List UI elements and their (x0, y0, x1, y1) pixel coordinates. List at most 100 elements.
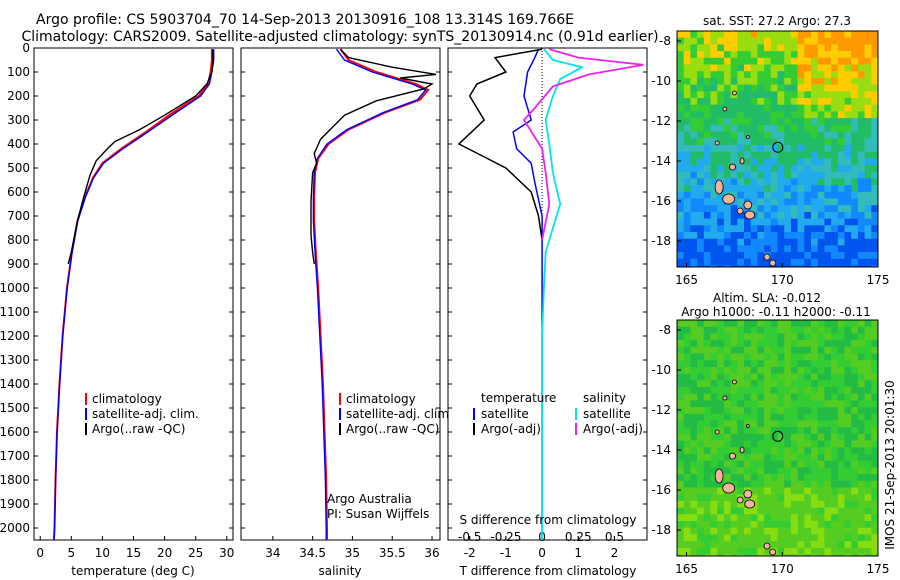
map-cell (723, 541, 731, 549)
island-shape (744, 499, 756, 509)
map-cell (764, 64, 772, 72)
map-cell (811, 353, 818, 361)
map-cell (804, 211, 812, 219)
map-cell (837, 131, 845, 139)
map-cell (777, 252, 785, 260)
map-cell (757, 474, 765, 482)
map-cell (837, 433, 845, 441)
map-cell (804, 151, 812, 159)
map-cell (804, 165, 812, 172)
map-cell (723, 131, 731, 139)
map-cell (717, 494, 725, 502)
map-cell (824, 521, 832, 528)
map-cell (797, 138, 805, 146)
map-cell (804, 326, 812, 334)
map-cell (871, 265, 878, 267)
map-cell (851, 104, 859, 112)
map-cell (824, 144, 832, 152)
map-cell (770, 500, 778, 508)
map-cell (790, 407, 798, 415)
map-cell (750, 84, 758, 92)
map-cell (690, 37, 698, 45)
map-cell (817, 514, 825, 522)
map-cell (857, 547, 865, 555)
map-cell (730, 494, 738, 502)
map-cell (851, 541, 859, 549)
map-cell (844, 57, 852, 65)
map-cell (797, 326, 805, 334)
map-cell (757, 521, 765, 528)
map-cell (730, 111, 738, 119)
map-cell (824, 420, 832, 428)
map-cell (744, 420, 751, 428)
map-cell (784, 440, 792, 448)
map-cell (697, 480, 705, 488)
map-cell (677, 427, 684, 435)
map-cell (764, 474, 772, 482)
map-cell (871, 71, 878, 79)
map-cell (857, 427, 865, 435)
island-shape (736, 207, 744, 215)
map-cell (690, 138, 698, 146)
map-cell (744, 433, 751, 441)
map-cell (717, 104, 725, 112)
map-cell (723, 104, 731, 112)
map-cell (837, 171, 845, 179)
map-cell (857, 326, 865, 334)
map-cell (690, 474, 698, 482)
map-cell (750, 433, 758, 441)
map-cell (837, 447, 845, 455)
map-cell (757, 393, 765, 401)
x-tick-label: 2 (611, 546, 619, 560)
map-cell (804, 360, 812, 368)
map-cell (844, 340, 852, 348)
map-cell (864, 205, 872, 213)
map-cell (677, 420, 684, 428)
map-cell (730, 265, 738, 267)
map-cell (824, 31, 832, 38)
map-cell (750, 487, 758, 495)
map-cell (844, 487, 852, 495)
map-cell (744, 547, 751, 555)
map-cell (723, 494, 731, 502)
map-cell (677, 541, 684, 549)
map-cell (804, 547, 812, 555)
map-cell (857, 380, 865, 388)
map-cell (784, 51, 792, 59)
map-cell (804, 353, 812, 361)
map-cell (784, 420, 792, 428)
y-tick-label: 1500 (0, 401, 30, 415)
map-cell (730, 71, 738, 79)
map-cell (797, 151, 805, 159)
map-cell (790, 373, 798, 381)
map-cell (851, 138, 859, 146)
map-cell (790, 138, 798, 146)
map-cell (703, 407, 711, 415)
x-tick-label: 35 (345, 546, 360, 560)
map-cell (817, 191, 825, 199)
map-cell (837, 373, 845, 381)
map-cell (857, 31, 865, 38)
map-cell (871, 474, 878, 482)
map-cell (730, 138, 738, 146)
map-cell (824, 433, 832, 441)
map-cell (703, 211, 711, 219)
map-cell (844, 474, 852, 482)
map-cell (857, 178, 865, 186)
map-cell (764, 265, 772, 267)
map-cell (770, 91, 778, 99)
map-cell (750, 454, 758, 461)
map-cell (737, 37, 745, 45)
map-cell (703, 98, 711, 105)
map-cell (744, 527, 751, 535)
map-cell (831, 467, 839, 475)
map-cell (790, 185, 798, 193)
map-cell (797, 37, 805, 45)
map-cell (757, 44, 765, 52)
map-cell (730, 353, 738, 361)
map-cell (851, 547, 859, 555)
map-cell (697, 340, 705, 348)
map-cell (824, 98, 832, 105)
map-cell (784, 77, 792, 85)
map-cell (690, 57, 698, 65)
